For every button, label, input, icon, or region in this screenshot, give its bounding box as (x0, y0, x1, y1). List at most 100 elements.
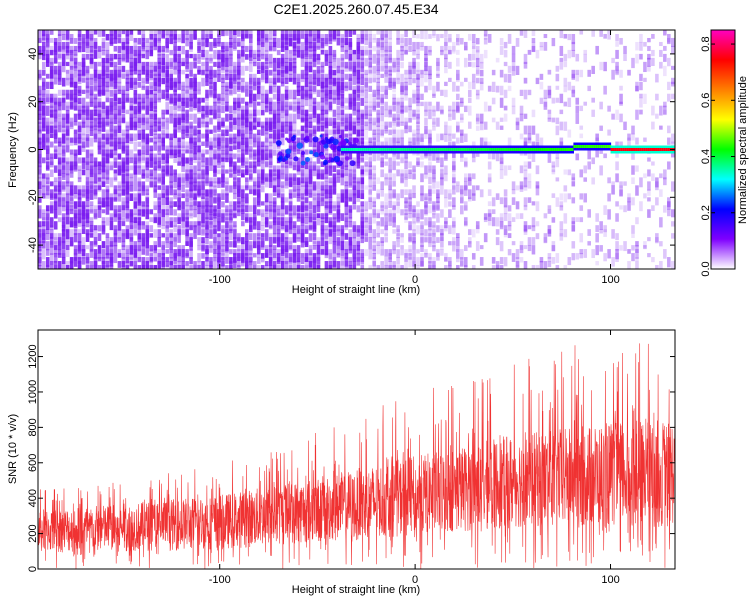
spectrogram-cell (69, 165, 74, 171)
spectrogram-cell (511, 65, 516, 76)
spectrogram-cell (137, 73, 142, 81)
spectrogram-cell (424, 201, 428, 209)
turbulence-blob (323, 143, 329, 149)
spectrogram-cell (38, 85, 42, 95)
spectrogram-cell (141, 93, 146, 104)
spectrogram-cell (332, 85, 337, 96)
spectrogram-cell (109, 113, 114, 124)
spectrogram-cell (93, 97, 98, 109)
spectrogram-cell (213, 73, 217, 82)
spectrogram-cell (141, 133, 146, 142)
spectrogram-cell (539, 257, 544, 263)
spectrogram-cell (213, 157, 217, 167)
spectrogram-cell (368, 177, 373, 188)
spectrogram-cell (85, 161, 90, 171)
spectrogram-cell (284, 161, 289, 168)
spectrogram-cell (340, 169, 345, 177)
spectrogram-cell (356, 153, 361, 164)
spectrogram-cell (324, 249, 329, 255)
spectrogram-cell (77, 245, 82, 254)
spectrogram-cell (77, 253, 82, 259)
spectrogram-cell (288, 257, 293, 265)
spectrogram-cell (460, 261, 464, 267)
spectrogram-cell (320, 61, 325, 68)
spectrogram-cell (121, 37, 126, 46)
spectrogram-cell (591, 249, 595, 259)
spectrogram-cell (380, 93, 384, 103)
spectrogram-cell (213, 61, 217, 67)
spectrogram-cell (177, 53, 181, 64)
spectrogram-cell (93, 109, 98, 117)
spectrogram-cell (241, 77, 245, 83)
spectrogram-cell (73, 153, 78, 158)
spectrogram-cell (229, 265, 233, 269)
spectrogram-cell (173, 81, 177, 87)
spectrogram-cell (49, 205, 54, 214)
spectrogram-cell (260, 265, 265, 269)
spectrogram-cell (288, 193, 293, 199)
spectrogram-cell (201, 213, 205, 224)
spectrogram-cell (316, 201, 321, 206)
spectrogram-cell (356, 129, 361, 137)
spectrogram-cell (671, 221, 675, 227)
spectrogram-cell (543, 33, 548, 39)
spectrogram-cell (137, 157, 142, 164)
spectrogram-cell (400, 153, 404, 158)
spectrogram-cell (448, 61, 452, 69)
spectrogram-cell (252, 153, 257, 160)
spectrogram-cell (161, 185, 165, 195)
spectrogram-cell (436, 205, 440, 210)
spectrogram-cell (145, 237, 150, 242)
spectrogram-cell (340, 229, 345, 237)
spectrogram-cell (153, 157, 158, 165)
spectrogram-cell (252, 225, 257, 230)
spectrogram-cell (129, 53, 134, 59)
spectrogram-cell (416, 77, 420, 88)
spectrogram-cell (105, 201, 110, 207)
spectrogram-cell (129, 221, 134, 230)
spectrogram-cell (169, 189, 173, 196)
spectrogram-cell (663, 105, 667, 115)
spectrogram-cell (125, 145, 130, 156)
spectrogram-cell (535, 77, 540, 85)
spectrogram-cell (129, 225, 134, 230)
spectrogram-cell (551, 161, 556, 168)
spectrogram-cell (141, 209, 146, 217)
spectrogram-cell (428, 189, 432, 197)
spectrogram-cell (408, 109, 412, 118)
spectrogram-cell (209, 57, 213, 64)
spectrogram-cell (101, 177, 106, 185)
spectrogram-cell (173, 173, 177, 182)
spectrogram-cell (93, 49, 98, 59)
spectrogram-cell (109, 41, 114, 47)
spectrogram-cell (161, 261, 165, 266)
spectrogram-cell (57, 265, 62, 269)
spectrogram-cell (93, 213, 98, 218)
spectrogram-cell (272, 101, 277, 110)
spectrogram-cell (121, 133, 126, 142)
spectrogram-cell (97, 177, 102, 182)
spectrogram-cell (312, 169, 317, 177)
spectrogram-cell (129, 105, 134, 111)
spectrogram-cell (499, 241, 504, 252)
spectrogram-cell (185, 65, 189, 73)
spectrogram-cell (452, 181, 456, 190)
spectrogram-cell (201, 173, 205, 183)
spectrogram-cell (145, 73, 150, 82)
spectrogram-cell (559, 61, 564, 70)
spectrogram-cell (41, 145, 46, 151)
spectrogram-cell (288, 237, 293, 245)
spectrogram-cell (392, 173, 396, 182)
spectrogram-cell (424, 217, 428, 226)
spectrogram-cell (460, 189, 464, 198)
spectrogram-cell (101, 133, 106, 140)
spectrogram-cell (324, 233, 329, 239)
spectrogram-cell (85, 157, 90, 165)
spectrogram-cell (229, 241, 233, 248)
spectrogram-cell (237, 265, 241, 269)
spectrogram-cell (408, 213, 412, 219)
spectrogram-cell (141, 185, 146, 196)
spectrogram-cell (153, 45, 158, 51)
spectrogram-cell (671, 81, 675, 87)
spectrogram-cell (384, 265, 388, 269)
